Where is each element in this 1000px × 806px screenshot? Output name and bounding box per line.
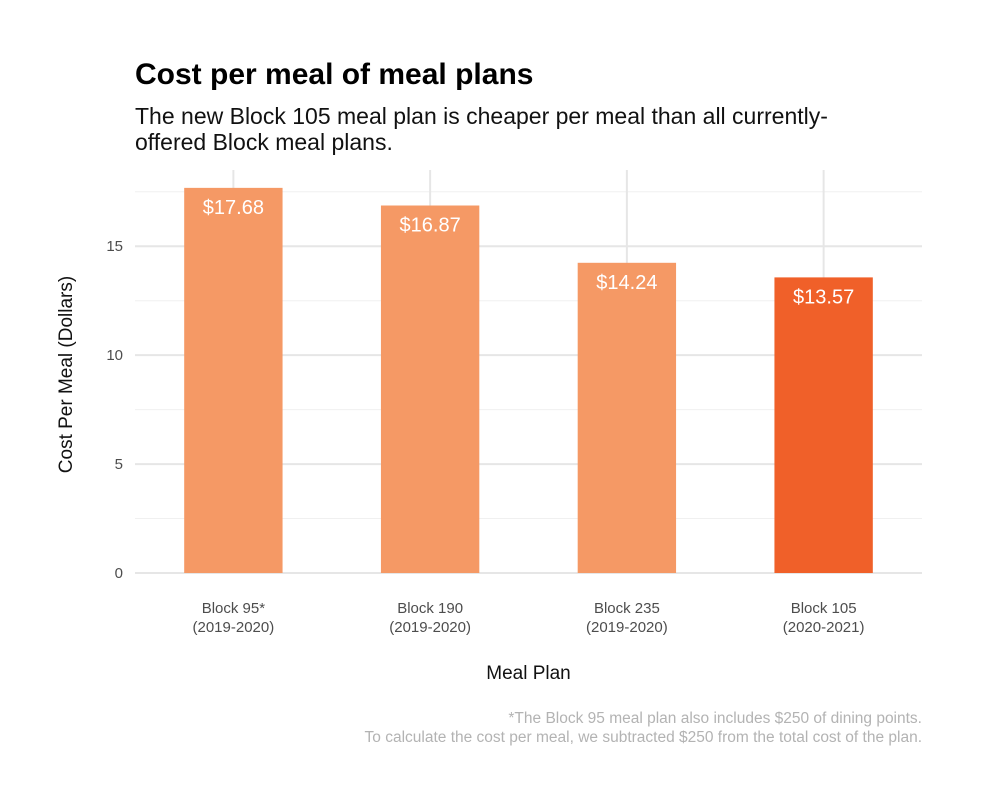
bar	[380, 205, 480, 573]
axes: 0 5 10 15 Block 95* (2019-2020) Block 190 (2019…	[56, 238, 864, 684]
x-tick-label: Block 95* (2019-2020)	[193, 600, 275, 636]
caption-line-1: *The Block 95 meal plan also includes $2…	[508, 710, 922, 727]
y-tick-label: 10	[106, 347, 123, 364]
x-tick-label: Block 190 (2019-2020)	[389, 600, 471, 636]
bar-value-label: $14.24	[596, 272, 657, 294]
x-tick-label: Block 105 (2020-2021)	[783, 600, 865, 636]
y-axis-title: Cost Per Meal (Dollars)	[56, 276, 77, 473]
chart-subtitle: The new Block 105 meal plan is cheaper p…	[135, 103, 828, 155]
bar	[577, 262, 677, 573]
bar	[774, 277, 873, 573]
y-tick-label: 15	[106, 238, 123, 255]
y-tick-label: 5	[115, 456, 123, 473]
bar-value-label: $17.68	[203, 197, 264, 219]
chart-caption: *The Block 95 meal plan also includes $2…	[365, 709, 922, 747]
bar	[184, 187, 283, 573]
x-axis-title: Meal Plan	[486, 663, 571, 684]
caption-line-2: To calculate the cost per meal, we subtr…	[364, 729, 922, 746]
x-tick-label: Block 235 (2019-2020)	[586, 600, 668, 636]
bar-value-label: $13.57	[793, 286, 854, 308]
bar-value-label: $16.87	[400, 215, 461, 237]
y-tick-label: 0	[115, 565, 123, 582]
bars: $17.68 $16.87 $14.24 $13.57	[184, 187, 873, 573]
chart-title: Cost per meal of meal plans	[135, 58, 534, 91]
